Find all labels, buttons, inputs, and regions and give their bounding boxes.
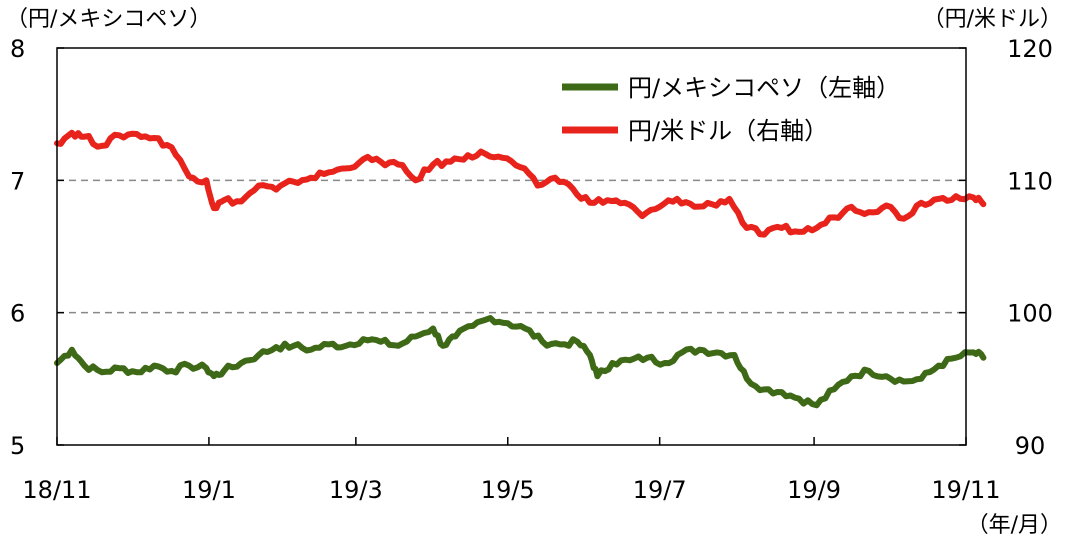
legend-label-peso: 円/メキシコペソ（左軸）: [628, 74, 900, 102]
x-tick-label: 19/7: [633, 476, 687, 504]
y-left-tick-label: 5: [10, 432, 25, 460]
y-right-tick-label: 100: [1007, 300, 1053, 328]
x-tick-label: 18/11: [22, 476, 91, 504]
y-left-tick-label: 7: [10, 167, 25, 195]
y-right-tick-label: 90: [1015, 432, 1046, 460]
y-left-tick-label: 8: [10, 35, 25, 63]
y-left-tick-label: 6: [10, 300, 25, 328]
x-tick-label: 19/1: [182, 476, 236, 504]
right-axis-unit: （円/米ドル）: [923, 7, 1062, 32]
series-line-peso: [54, 315, 987, 409]
y-left-ticks: 5 6 7 8: [10, 35, 64, 460]
y-right-tick-label: 110: [1007, 167, 1053, 195]
y-right-tick-label: 120: [1007, 35, 1053, 63]
left-axis-unit: （円/メキシコペソ）: [6, 7, 211, 32]
legend-label-usd: 円/米ドル（右軸）: [628, 117, 828, 145]
x-tick-label: 19/3: [329, 476, 383, 504]
x-tick-label: 19/11: [931, 476, 1000, 504]
series-line-usd: [54, 129, 987, 238]
x-axis-ticks: 18/11 19/1 19/3 19/5 19/7 19/9 19/11: [22, 437, 1001, 504]
gridlines: [57, 179, 966, 314]
legend: 円/メキシコペソ（左軸） 円/米ドル（右軸）: [562, 74, 900, 145]
x-axis-unit: （年/月）: [967, 513, 1062, 538]
x-tick-label: 19/5: [481, 476, 535, 504]
x-tick-label: 19/9: [787, 476, 841, 504]
plot-frame: [56, 47, 967, 446]
series-lines: [54, 129, 987, 409]
y-right-ticks: 90 100 110 120: [959, 35, 1053, 460]
